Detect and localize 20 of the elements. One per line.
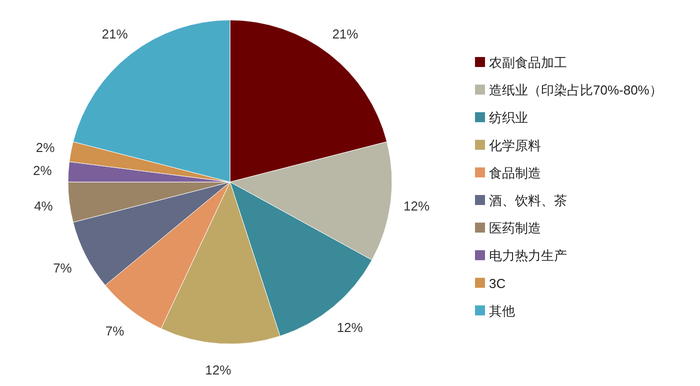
legend-label: 医药制造	[489, 220, 541, 236]
data-label: 12%	[336, 320, 364, 335]
data-label: 12%	[404, 198, 430, 214]
legend-label: 农副食品加工	[489, 55, 567, 70]
legend-label: 化学原料	[489, 138, 541, 153]
legend-label: 其他	[489, 303, 515, 318]
data-label: 2%	[32, 163, 52, 178]
data-label: 21%	[332, 26, 359, 42]
legend-label: 造纸业（印染占比70%-80%）	[489, 82, 662, 98]
legend-label: 电力热力生产	[489, 248, 567, 264]
data-label: 4%	[34, 198, 54, 214]
data-label: 7%	[53, 260, 72, 276]
data-label: 21%	[102, 26, 128, 42]
legend-label: 3C	[489, 276, 506, 291]
data-label: 2%	[36, 140, 56, 155]
legend-label: 酒、饮料、茶	[489, 193, 567, 208]
data-label: 7%	[105, 324, 125, 339]
legend-label: 纺织业	[489, 110, 528, 126]
legend-label: 食品制造	[489, 165, 541, 180]
data-label: 12%	[205, 362, 232, 378]
